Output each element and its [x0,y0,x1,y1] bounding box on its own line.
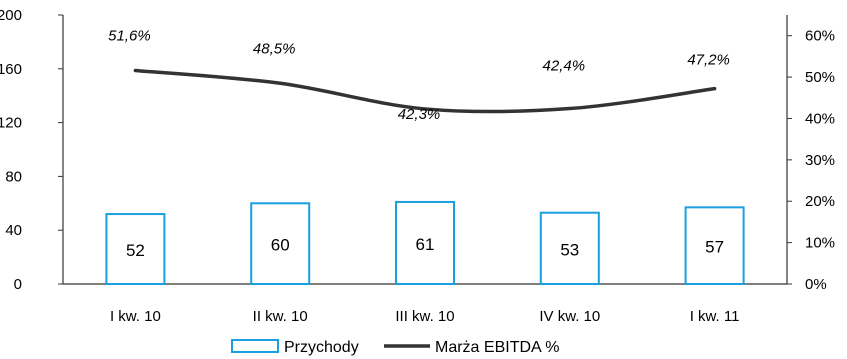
left-tick-label: 80 [5,168,22,185]
bar [684,206,745,286]
line-data-label: 51,6% [108,27,151,44]
legend: Przychody Marża EBITDA % [231,339,559,356]
right-axis-ticks: 0% 10% 20% 30% 40% 50% 60% [787,28,835,293]
bars [105,200,745,286]
left-tick-label: 40 [5,222,22,239]
right-tick-label: 40% [805,110,835,127]
line-data-labels: 51,6% 48,5% 42,3% 42,4% 47,2% [108,27,730,122]
bar [539,211,600,285]
bar-data-label: 53 [560,240,579,259]
bar-data-label: 60 [271,236,290,255]
left-tick-label: 200 [0,7,22,24]
category-label: I kw. 11 [690,308,740,325]
left-axis-ticks: 0 40 80 120 160 200 [0,7,63,293]
right-tick-label: 60% [805,28,835,45]
left-tick-label: 160 [0,61,22,78]
category-label: I kw. 10 [110,308,161,325]
bar-data-label: 57 [705,238,724,257]
category-label: III kw. 10 [395,308,454,325]
bar [105,213,166,285]
legend-line-label: Marża EBITDA % [435,339,559,356]
bar [250,202,311,285]
line-data-label: 42,3% [398,106,441,123]
line-data-label: 48,5% [253,40,296,57]
legend-bar-label: Przychody [284,339,359,356]
category-label: II kw. 10 [253,308,308,325]
bar-data-labels: 52 60 61 53 57 [126,235,724,260]
right-tick-label: 0% [805,276,827,293]
line-data-label: 42,4% [543,58,586,75]
right-tick-label: 10% [805,235,835,252]
left-tick-label: 120 [0,115,22,132]
right-tick-label: 30% [805,152,835,169]
bar-data-label: 52 [126,241,145,260]
category-labels: I kw. 10 II kw. 10 III kw. 10 IV kw. 10 I kw… [110,308,740,325]
left-tick-label: 0 [14,276,22,293]
line-data-label: 47,2% [687,52,730,69]
legend-bar-swatch [231,339,279,353]
line-series [133,68,717,114]
right-tick-label: 20% [805,193,835,210]
ebitda-margin-line [133,68,717,114]
right-tick-label: 50% [805,69,835,86]
bar [395,200,455,285]
bar-data-label: 61 [416,235,435,254]
category-label: IV kw. 10 [539,308,600,325]
